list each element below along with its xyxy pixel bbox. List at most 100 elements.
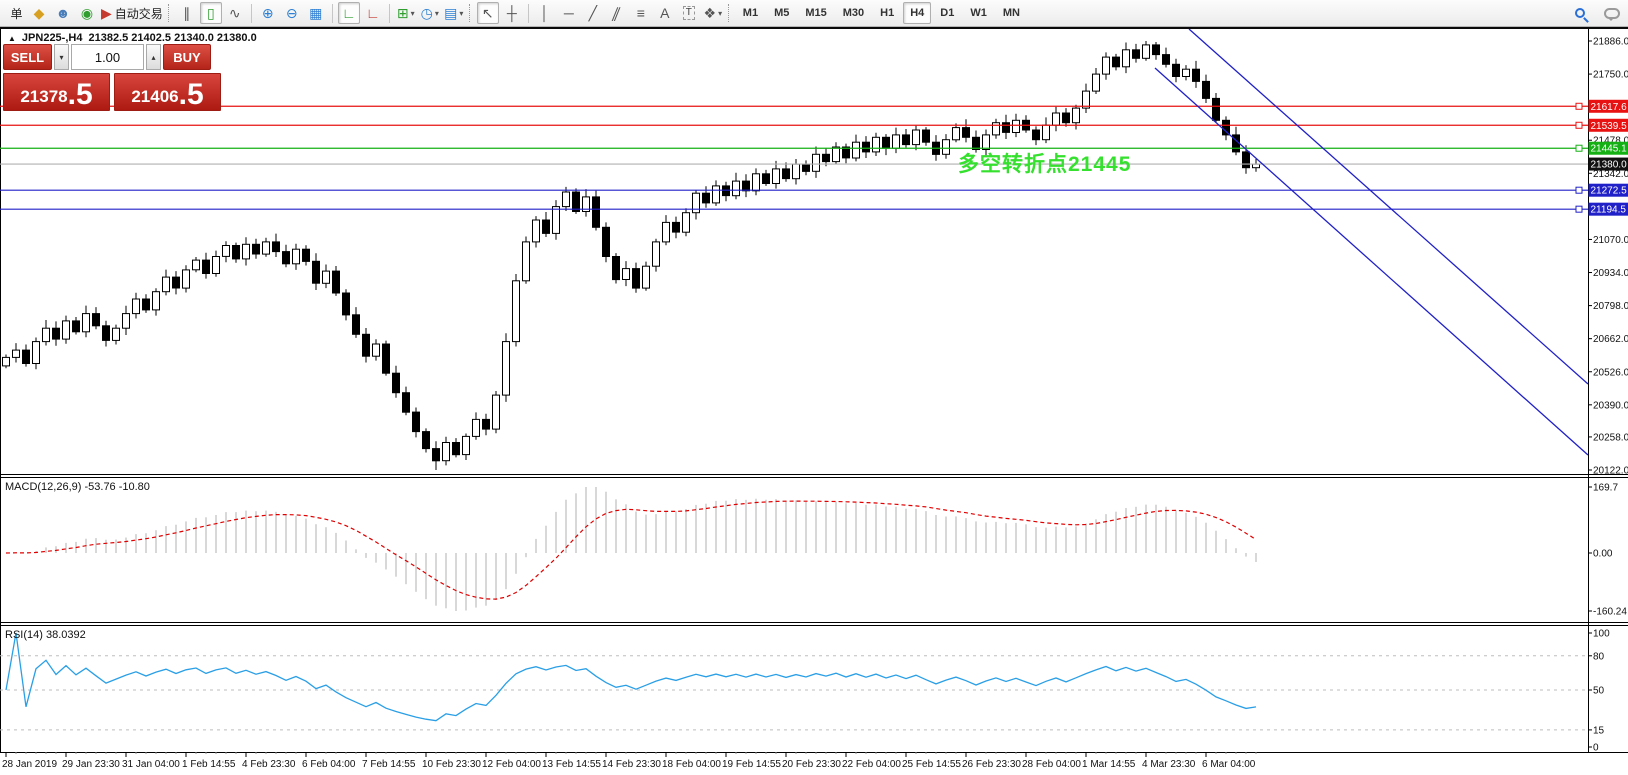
- candle-body: [692, 192, 700, 214]
- candle-body: [532, 219, 540, 243]
- rsi-name: RSI(14): [5, 629, 43, 641]
- timeframe-button-h1[interactable]: H1: [873, 2, 901, 24]
- timeframe-button-d1[interactable]: D1: [933, 2, 961, 24]
- price-tag: [1588, 183, 1628, 197]
- zoom-in-icon: ⊕: [261, 5, 274, 21]
- vertical-line-button[interactable]: │: [534, 2, 556, 24]
- sell-button[interactable]: SELL: [3, 44, 52, 70]
- candle-body: [842, 146, 850, 159]
- text-button[interactable]: A: [654, 2, 676, 24]
- channel-button[interactable]: ∥: [606, 2, 628, 24]
- candle-body: [162, 276, 170, 293]
- candlestick-button[interactable]: ▯: [199, 2, 222, 24]
- candle-body: [622, 268, 630, 281]
- cursor-icon: ↖: [481, 5, 494, 21]
- candle-body: [562, 191, 570, 208]
- candle-body: [1052, 112, 1060, 126]
- level-handle[interactable]: [1575, 144, 1583, 152]
- crosshair-button[interactable]: ┼: [501, 2, 523, 24]
- level-handle[interactable]: [1575, 186, 1583, 194]
- level-handle[interactable]: [1575, 121, 1583, 129]
- price-tag-label: 21272.5: [1591, 186, 1628, 197]
- candle-body: [142, 298, 150, 311]
- candle-body: [542, 219, 550, 234]
- zoom-in-button[interactable]: ⊕: [257, 2, 279, 24]
- rsi-axis-label: 50: [1593, 686, 1605, 697]
- indicator-window-button[interactable]: ∟: [337, 2, 360, 24]
- candle-body: [312, 260, 320, 284]
- volume-decrease-button[interactable]: ▾: [54, 44, 69, 70]
- toolbar-separator: [250, 3, 252, 23]
- macd-pane[interactable]: [0, 477, 1588, 622]
- sell-price-main: 21378: [20, 87, 68, 106]
- zoom-out-button[interactable]: ⊖: [281, 2, 303, 24]
- autotrade-button[interactable]: ▶ 自动交易: [100, 2, 164, 24]
- bar-chart-button[interactable]: ∥: [176, 2, 198, 24]
- trendline-button[interactable]: ╱: [582, 2, 604, 24]
- buy-price-box[interactable]: 21406.5: [114, 73, 221, 111]
- candle-body: [792, 163, 800, 180]
- cursor-button[interactable]: ↖: [476, 2, 499, 24]
- level-handle[interactable]: [1575, 102, 1583, 110]
- search-button[interactable]: [1574, 2, 1600, 24]
- timeframe-button-w1[interactable]: W1: [963, 2, 994, 24]
- indicator-window-2-button[interactable]: ∟: [362, 2, 384, 24]
- price-tag-label: 21445.1: [1591, 144, 1628, 155]
- tile-windows-button[interactable]: ▦: [305, 2, 327, 24]
- candlestick-icon: ▯: [206, 5, 215, 21]
- horizontal-line-button[interactable]: ─: [558, 2, 580, 24]
- one-click-trading-panel: SELL ▾ ▴ BUY 21378.5 21406.5: [3, 44, 222, 111]
- fibonacci-button[interactable]: ≡: [630, 2, 652, 24]
- new-order-button[interactable]: 单: [4, 2, 26, 24]
- timeframe-button-h4[interactable]: H4: [903, 2, 932, 24]
- timeframe-button-mn[interactable]: MN: [996, 2, 1027, 24]
- profile-button[interactable]: ☻: [52, 2, 74, 24]
- candle-body: [1162, 54, 1170, 65]
- candle-body: [992, 122, 1000, 136]
- macd-axis-label: 0.00: [1593, 549, 1613, 560]
- trendline[interactable]: [1154, 67, 1589, 456]
- x-axis-label: 19 Feb 14:55: [722, 759, 781, 770]
- add-indicator-button[interactable]: ⊞ ▾: [395, 2, 417, 24]
- x-axis-label: 4 Mar 23:30: [1142, 759, 1196, 770]
- volume-input[interactable]: [71, 44, 144, 70]
- shapes-button[interactable]: ❖ ▾: [702, 2, 724, 24]
- buy-button[interactable]: BUY: [163, 44, 211, 70]
- timeframe-button-m30[interactable]: M30: [836, 2, 871, 24]
- price-chart-canvas[interactable]: 21886.0 21750.0 21478.0 21342.0 21070.0 20934…: [0, 29, 1628, 775]
- candle-body: [1082, 90, 1090, 109]
- period-button[interactable]: ◷ ▾: [419, 2, 441, 24]
- chart-title-line: ▲ JPN225-,H4 21382.5 21402.5 21340.0 213…: [8, 32, 257, 44]
- y-axis-label: 20122.0: [1593, 466, 1628, 477]
- market-watch-button[interactable]: ◆: [28, 2, 50, 24]
- template-button[interactable]: ▤ ▾: [443, 2, 465, 24]
- timeframe-button-m15[interactable]: M15: [798, 2, 833, 24]
- candle-body: [762, 173, 770, 185]
- timeframe-button-m1[interactable]: M1: [736, 2, 765, 24]
- candle-body: [1202, 80, 1210, 99]
- candle-body: [642, 265, 650, 289]
- label-button[interactable]: T: [678, 2, 700, 24]
- candle-body: [1212, 97, 1220, 121]
- line-chart-button[interactable]: ∿: [224, 2, 246, 24]
- timeframe-button-m5[interactable]: M5: [767, 2, 796, 24]
- candle-body: [872, 136, 880, 153]
- collapse-triangle-icon[interactable]: ▲: [8, 33, 16, 43]
- rsi-pane[interactable]: [0, 625, 1588, 752]
- candle-body: [92, 313, 100, 327]
- candle-body: [382, 343, 390, 374]
- chat-button[interactable]: [1602, 2, 1624, 24]
- candle-body: [612, 256, 620, 281]
- volume-increase-button[interactable]: ▴: [146, 44, 161, 70]
- candle-body: [402, 392, 410, 413]
- trendline[interactable]: [1188, 29, 1589, 385]
- candle-body: [1172, 63, 1180, 77]
- sell-price-box[interactable]: 21378.5: [3, 73, 110, 111]
- signal-button[interactable]: ◉: [76, 2, 98, 24]
- x-axis-label: 10 Feb 23:30: [422, 759, 481, 770]
- y-axis-label: 21070.0: [1593, 235, 1628, 246]
- level-handle[interactable]: [1575, 205, 1583, 213]
- chart-window: 21886.0 21750.0 21478.0 21342.0 21070.0 20934…: [0, 27, 1628, 775]
- candle-body: [2, 356, 10, 367]
- chart-annotation[interactable]: 多空转折点21445: [958, 153, 1132, 176]
